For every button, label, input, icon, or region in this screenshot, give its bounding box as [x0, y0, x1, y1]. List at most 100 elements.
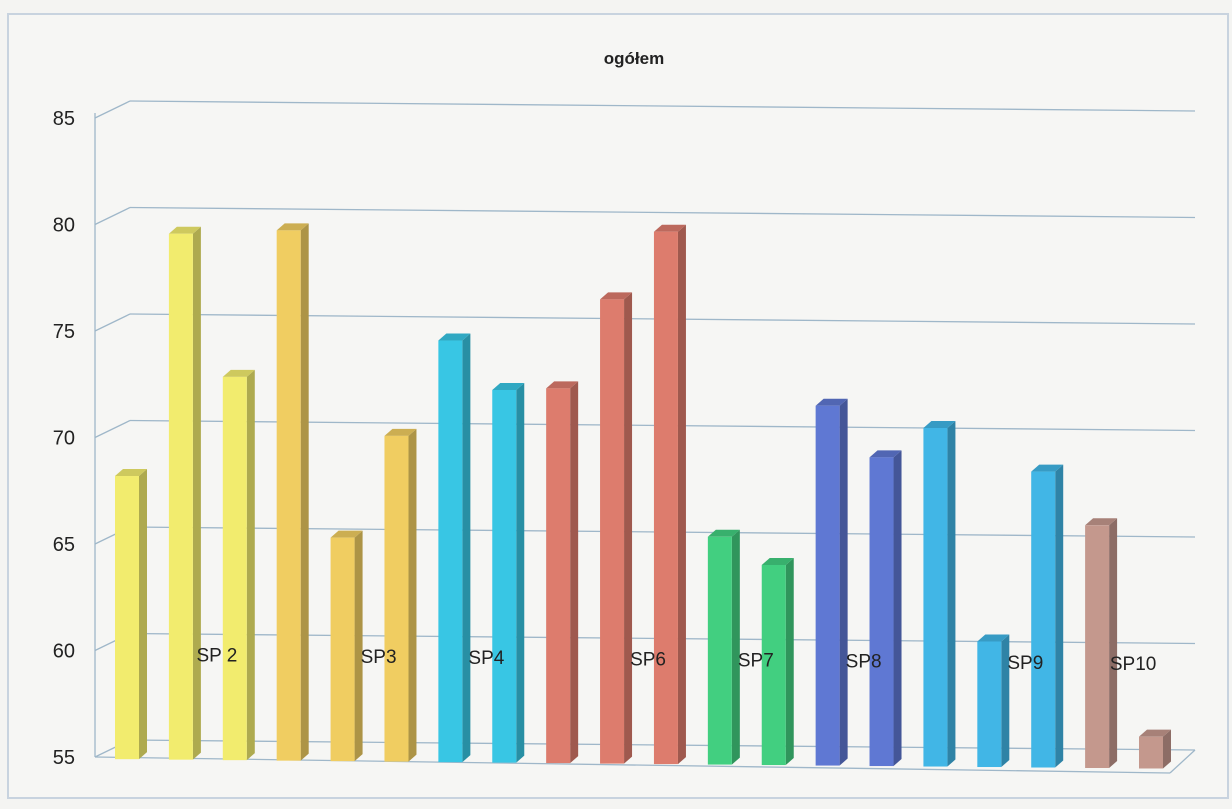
bar-side — [893, 450, 902, 767]
bar-front — [384, 435, 409, 762]
category-label: SP9 — [1007, 653, 1043, 674]
bar — [115, 469, 147, 760]
bar-front — [923, 427, 948, 767]
bar-top — [546, 381, 579, 389]
y-tick-label: 55 — [53, 747, 75, 769]
bar-top — [492, 382, 525, 390]
bar — [1085, 518, 1118, 769]
bar-side — [839, 398, 848, 766]
bar — [276, 223, 309, 761]
category-label: SP8 — [846, 652, 882, 673]
bar-front — [1085, 525, 1110, 769]
bar-front — [276, 230, 301, 761]
bar-side — [1163, 729, 1171, 769]
floor-line — [94, 756, 1171, 774]
bar-top — [600, 292, 633, 300]
bar-front — [492, 389, 517, 763]
bar-top — [653, 224, 686, 232]
bar — [761, 557, 794, 766]
y-tick-label: 85 — [53, 108, 75, 130]
y-axis-ticks: 55 60 65 70 75 80 85 — [53, 108, 75, 769]
bar-front — [546, 388, 571, 764]
bar — [492, 382, 525, 763]
bars — [115, 223, 1171, 769]
bar-side — [462, 333, 471, 763]
bar-front — [115, 476, 139, 760]
bar-top — [1031, 464, 1064, 472]
bar-front — [707, 536, 732, 765]
bar-side — [246, 369, 255, 761]
bar-front — [815, 405, 840, 766]
bar-side — [624, 292, 633, 764]
bar-top — [168, 226, 201, 234]
y-tick-label: 80 — [53, 215, 75, 237]
bar-side — [1001, 634, 1010, 768]
bar-front — [222, 376, 247, 761]
bar-side — [354, 530, 363, 762]
bar-top — [815, 398, 848, 406]
y-tick-label: 60 — [53, 641, 75, 663]
bar-side — [731, 529, 740, 765]
bar — [600, 292, 633, 764]
bar-top — [707, 529, 740, 537]
bar-side — [947, 420, 956, 767]
bar-top — [1085, 518, 1118, 526]
bar — [546, 381, 579, 764]
bar-side — [1055, 464, 1064, 768]
y-tick-label: 65 — [53, 534, 75, 556]
category-label: SP10 — [1110, 654, 1156, 675]
gridline-diagonal — [94, 206, 131, 226]
bar-front — [869, 457, 894, 767]
bar-front — [653, 231, 678, 765]
y-tick-label: 70 — [53, 428, 75, 450]
bar-top — [115, 469, 147, 477]
bar-front — [977, 641, 1002, 768]
category-label: SP3 — [361, 647, 397, 668]
floor-edge — [1169, 749, 1196, 774]
category-label: SP 2 — [196, 646, 237, 667]
bar-top — [977, 634, 1010, 642]
bar-front — [600, 299, 625, 764]
bar — [168, 226, 201, 760]
bar — [869, 450, 902, 767]
bar-top — [330, 530, 363, 538]
bar — [1031, 464, 1064, 768]
gridline-diagonal — [94, 313, 131, 332]
bar — [977, 634, 1010, 768]
bar — [330, 530, 363, 762]
bar-top — [384, 428, 417, 436]
bar-side — [300, 223, 309, 761]
gridline-diagonal — [94, 419, 131, 439]
bar-front — [330, 537, 355, 762]
bar — [1139, 729, 1171, 769]
bar — [923, 420, 956, 767]
bar-side — [1109, 518, 1118, 769]
bar-side — [516, 382, 525, 763]
bar-top — [761, 557, 794, 565]
gridline — [129, 100, 1196, 112]
category-label: SP7 — [738, 651, 774, 672]
category-label: SP4 — [468, 648, 504, 669]
bar-top — [1139, 729, 1171, 737]
gridline — [129, 206, 1196, 219]
bar-side — [677, 224, 686, 765]
bar — [707, 529, 740, 765]
bar — [222, 369, 255, 761]
bar-side — [192, 226, 201, 760]
bar — [815, 398, 848, 766]
bar — [653, 224, 686, 765]
bar-top — [276, 223, 309, 231]
bar-top — [438, 333, 471, 341]
bar — [384, 428, 417, 762]
category-labels: SP 2 SP3 SP4 SP6 SP7 SP8 SP9 SP10 — [196, 646, 1156, 675]
bar-front — [438, 340, 463, 763]
bar-side — [139, 469, 147, 760]
bar-front — [168, 233, 193, 760]
bar-side — [785, 557, 794, 766]
bar-front — [1139, 736, 1163, 769]
bar-top — [222, 369, 255, 377]
bar-top — [923, 420, 956, 428]
bar — [438, 333, 471, 763]
